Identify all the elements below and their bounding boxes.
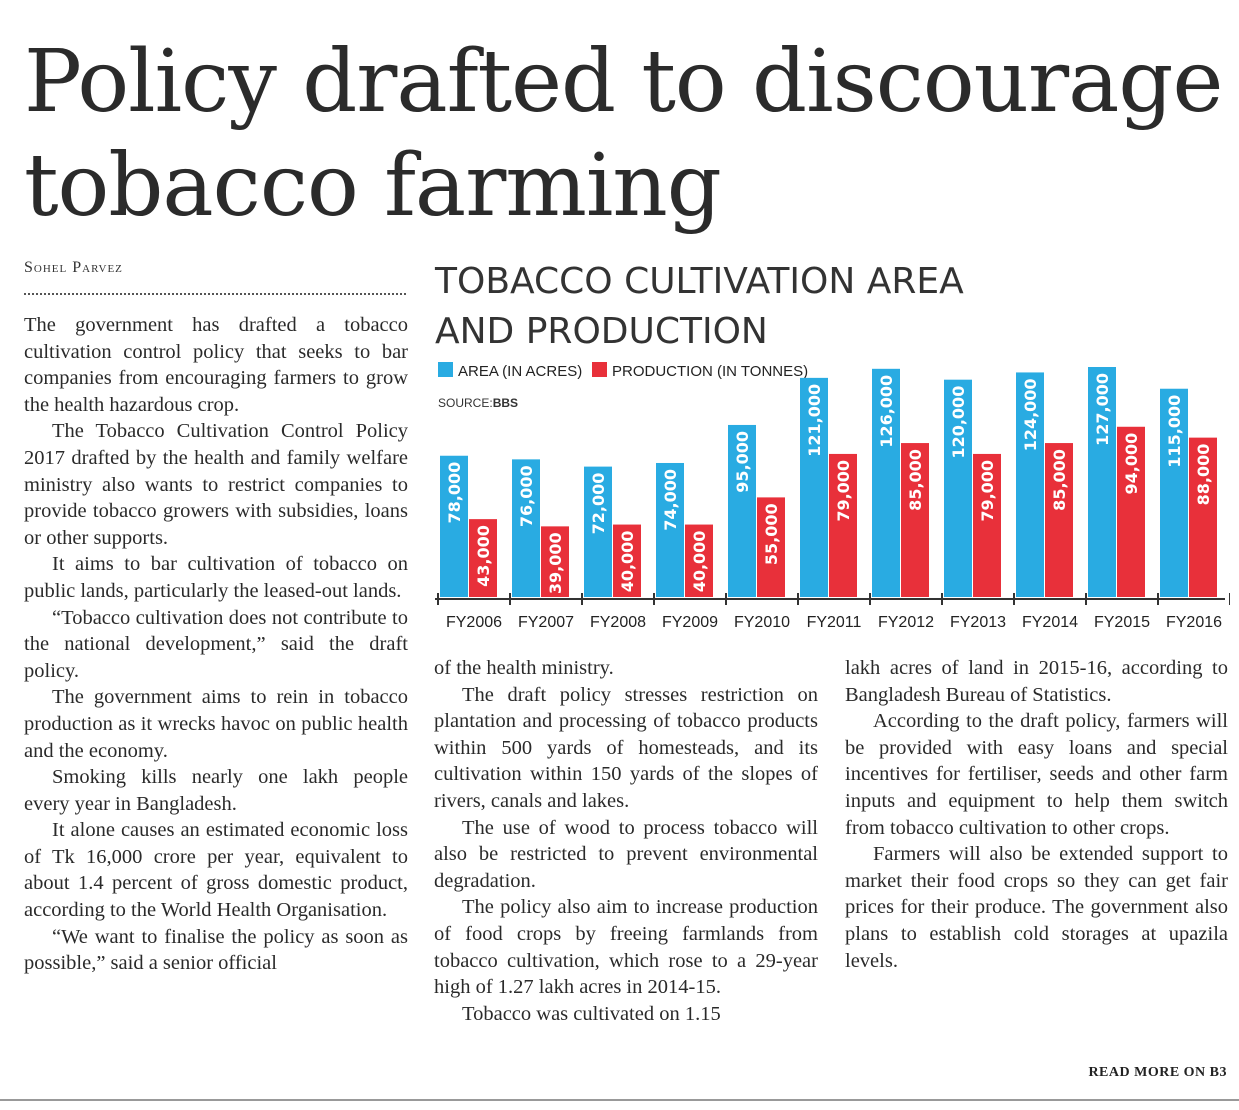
area-value-label: 95,000 xyxy=(733,431,752,493)
area-value-label: 74,000 xyxy=(661,469,680,531)
article-column-2: of the health ministry. The draft policy… xyxy=(434,655,818,1027)
production-bar xyxy=(541,526,569,597)
production-bar xyxy=(1045,443,1073,597)
paragraph: “We want to finalise the policy as soon … xyxy=(24,925,408,975)
area-bar xyxy=(584,466,612,597)
legend-production-swatch xyxy=(592,362,607,377)
x-tick-label: FY2013 xyxy=(950,614,1006,631)
tobacco-chart: TOBACCO CULTIVATION AREA AND PRODUCTION … xyxy=(434,261,1230,631)
area-value-label: 72,000 xyxy=(589,473,608,535)
chart-legend: AREA (IN ACRES) PRODUCTION (IN TONNES) xyxy=(438,362,808,380)
production-bar xyxy=(613,524,641,597)
production-value-label: 55,000 xyxy=(762,503,781,565)
paragraph: According to the draft policy, farmers w… xyxy=(845,710,1228,839)
production-value-label: 40,000 xyxy=(618,531,637,593)
source-label: SOURCE: xyxy=(438,396,493,410)
chart-title-line-1: TOBACCO CULTIVATION AREA xyxy=(434,261,964,302)
area-value-label: 78,000 xyxy=(445,462,464,524)
chart-bars: 78,000 43,000 76,000 39,000 72,000 40,000 74,0… xyxy=(440,367,1217,597)
area-value-label: 124,000 xyxy=(1021,378,1040,451)
paragraph: The government has drafted a tobacco cul… xyxy=(24,314,408,416)
production-value-label: 85,000 xyxy=(1050,449,1069,511)
paragraph: “Tobacco cultivation does not contribute… xyxy=(24,606,408,682)
area-bar xyxy=(1088,367,1116,597)
article-column-1: The government has drafted a tobacco cul… xyxy=(24,312,408,977)
x-tick-label: FY2016 xyxy=(1166,614,1222,631)
x-tick-label: FY2006 xyxy=(446,614,502,631)
headline-line-2: tobacco farming xyxy=(24,136,722,236)
area-value-label: 120,000 xyxy=(949,386,968,459)
paragraph: Farmers will also be extended support to… xyxy=(845,843,1228,972)
production-value-label: 40,000 xyxy=(690,531,709,593)
area-bar xyxy=(656,462,684,597)
production-value-label: 88,000 xyxy=(1194,444,1213,506)
production-value-label: 94,000 xyxy=(1122,433,1141,495)
area-value-label: 121,000 xyxy=(805,384,824,457)
production-value-label: 85,000 xyxy=(906,449,925,511)
production-value-label: 39,000 xyxy=(546,532,565,594)
paragraph: It alone causes an estimated economic lo… xyxy=(24,819,408,922)
area-bar xyxy=(440,455,468,597)
byline-divider xyxy=(24,293,406,295)
chart-source: SOURCE:BBS xyxy=(438,396,518,410)
production-bar xyxy=(469,519,497,597)
article-column-3: lakh acres of land in 2015-16, according… xyxy=(845,655,1228,974)
area-bar xyxy=(872,368,900,597)
production-value-label: 79,000 xyxy=(978,460,997,522)
area-value-label: 76,000 xyxy=(517,465,536,527)
production-value-label: 79,000 xyxy=(834,460,853,522)
legend-area-label: AREA (IN ACRES) xyxy=(458,363,582,380)
x-tick-label: FY2007 xyxy=(518,614,574,631)
read-more-link[interactable]: READ MORE ON B3 xyxy=(1088,1065,1227,1080)
headline: Policy drafted to discourage tobacco far… xyxy=(24,30,1224,238)
chart-x-ticks xyxy=(437,593,1230,605)
legend-area-swatch xyxy=(438,362,453,377)
area-bar xyxy=(512,459,540,597)
area-bar xyxy=(728,424,756,597)
paragraph: It aims to bar cultivation of tobacco on… xyxy=(24,553,408,602)
production-value-label: 43,000 xyxy=(474,525,493,587)
x-tick-label: FY2008 xyxy=(590,614,646,631)
bottom-rule xyxy=(0,1099,1239,1101)
byline: Sohel Parvez xyxy=(24,259,123,276)
area-bar xyxy=(944,379,972,597)
chart-title-line-2: AND PRODUCTION xyxy=(435,311,768,352)
area-bar xyxy=(1160,388,1188,597)
paragraph: of the health ministry. xyxy=(434,657,614,679)
area-value-label: 127,000 xyxy=(1093,373,1112,446)
source-value: BBS xyxy=(493,396,518,410)
x-tick-label: FY2010 xyxy=(734,614,790,631)
paragraph: Tobacco was cultivated on 1.15 xyxy=(462,1002,721,1025)
x-tick-label: FY2012 xyxy=(878,614,934,631)
headline-line-1: Policy drafted to discourage xyxy=(24,32,1223,132)
paragraph: The draft policy stresses restriction on… xyxy=(434,683,818,812)
production-bar xyxy=(973,453,1001,597)
area-value-label: 126,000 xyxy=(877,375,896,448)
x-tick-label: FY2011 xyxy=(807,614,862,631)
legend-production-label: PRODUCTION (IN TONNES) xyxy=(612,363,808,380)
paragraph: The use of wood to process tobacco will … xyxy=(434,816,818,892)
production-bar xyxy=(757,497,785,597)
x-tick-label: FY2009 xyxy=(662,614,718,631)
paragraph: The government aims to rein in tobacco p… xyxy=(24,686,408,762)
production-bar xyxy=(1117,426,1145,597)
paragraph: lakh acres of land in 2015-16, according… xyxy=(845,657,1228,706)
x-tick-label: FY2015 xyxy=(1094,614,1150,631)
production-bar xyxy=(901,443,929,597)
production-bar xyxy=(829,453,857,597)
area-bar xyxy=(800,377,828,597)
paragraph: The policy also aim to increase producti… xyxy=(434,896,818,999)
x-tick-label: FY2014 xyxy=(1022,614,1078,631)
production-bar xyxy=(685,524,713,597)
paragraph: Smoking kills nearly one lakh people eve… xyxy=(24,766,408,815)
area-value-label: 115,000 xyxy=(1165,395,1184,468)
production-bar xyxy=(1189,437,1217,597)
chart-x-labels: FY2006 FY2007 FY2008 FY2009 FY2010 FY2011 FY20… xyxy=(446,614,1222,631)
paragraph: The Tobacco Cultivation Control Policy 2… xyxy=(24,420,408,549)
area-bar xyxy=(1016,372,1044,597)
